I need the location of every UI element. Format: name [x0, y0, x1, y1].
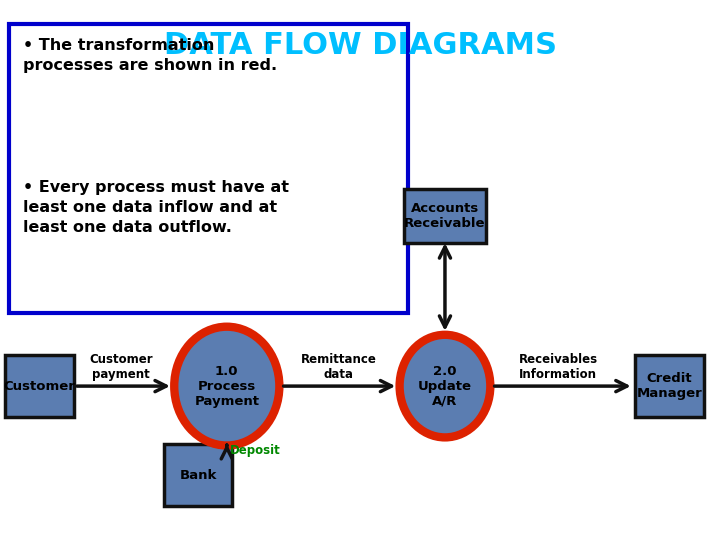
- FancyBboxPatch shape: [164, 444, 232, 507]
- Ellipse shape: [174, 327, 279, 446]
- Text: Deposit: Deposit: [230, 444, 281, 457]
- Text: 1.0
Process
Payment: 1.0 Process Payment: [194, 364, 259, 408]
- Text: 2.0
Update
A/R: 2.0 Update A/R: [418, 364, 472, 408]
- Text: • The transformation
processes are shown in red.: • The transformation processes are shown…: [23, 38, 277, 72]
- Text: Credit
Manager: Credit Manager: [636, 372, 703, 400]
- Text: Remittance
data: Remittance data: [300, 353, 377, 381]
- Ellipse shape: [400, 335, 490, 437]
- Text: Accounts
Receivable: Accounts Receivable: [404, 202, 486, 230]
- Text: DATA FLOW DIAGRAMS: DATA FLOW DIAGRAMS: [163, 31, 557, 60]
- Text: Receivables
Information: Receivables Information: [518, 353, 598, 381]
- FancyBboxPatch shape: [636, 355, 704, 417]
- FancyBboxPatch shape: [6, 355, 74, 417]
- Text: • Every process must have at
least one data inflow and at
least one data outflow: • Every process must have at least one d…: [23, 180, 289, 235]
- Text: Customer
payment: Customer payment: [89, 353, 153, 381]
- FancyBboxPatch shape: [9, 24, 408, 313]
- Text: Customer: Customer: [4, 380, 76, 393]
- Text: Bank: Bank: [179, 469, 217, 482]
- FancyBboxPatch shape: [403, 189, 487, 243]
